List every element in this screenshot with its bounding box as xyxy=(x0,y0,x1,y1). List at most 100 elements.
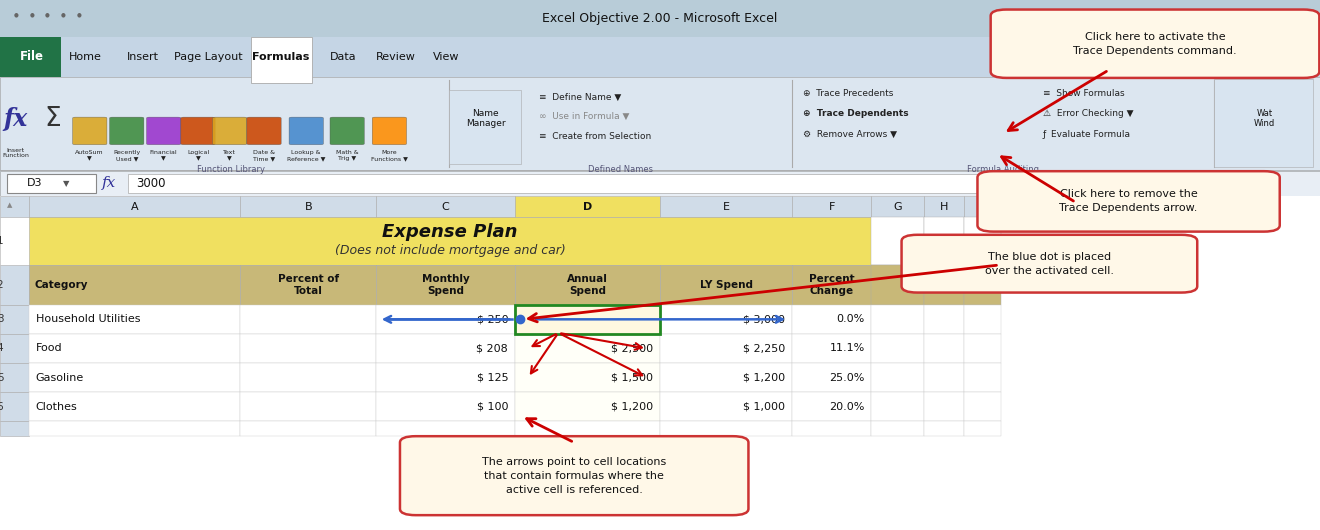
FancyBboxPatch shape xyxy=(515,392,660,421)
FancyBboxPatch shape xyxy=(240,363,376,392)
FancyBboxPatch shape xyxy=(240,421,376,436)
Text: ∞  Use in Formula ▼: ∞ Use in Formula ▼ xyxy=(539,112,628,121)
Text: D: D xyxy=(582,202,593,211)
FancyBboxPatch shape xyxy=(0,0,1320,37)
FancyBboxPatch shape xyxy=(29,392,240,421)
Text: 0.0%: 0.0% xyxy=(837,314,865,324)
FancyBboxPatch shape xyxy=(376,421,515,436)
FancyBboxPatch shape xyxy=(515,305,660,334)
FancyBboxPatch shape xyxy=(0,265,29,305)
FancyBboxPatch shape xyxy=(964,217,1001,265)
Text: ⊕  Trace Dependents: ⊕ Trace Dependents xyxy=(803,110,908,118)
FancyBboxPatch shape xyxy=(1001,196,1320,530)
FancyBboxPatch shape xyxy=(128,174,1184,193)
FancyBboxPatch shape xyxy=(924,421,964,436)
Text: ▼: ▼ xyxy=(63,179,69,188)
FancyBboxPatch shape xyxy=(871,305,924,334)
Text: F: F xyxy=(829,202,834,211)
FancyBboxPatch shape xyxy=(422,37,470,77)
Text: 6: 6 xyxy=(0,402,4,412)
FancyBboxPatch shape xyxy=(400,436,748,515)
Text: More
Functions ▼: More Functions ▼ xyxy=(371,151,408,161)
FancyBboxPatch shape xyxy=(0,392,29,421)
Text: $ 250: $ 250 xyxy=(477,314,508,324)
FancyBboxPatch shape xyxy=(29,363,240,392)
FancyBboxPatch shape xyxy=(515,421,660,436)
FancyBboxPatch shape xyxy=(977,171,1279,232)
FancyBboxPatch shape xyxy=(924,196,964,217)
FancyBboxPatch shape xyxy=(871,196,924,217)
FancyBboxPatch shape xyxy=(0,196,29,217)
FancyBboxPatch shape xyxy=(871,421,924,436)
FancyBboxPatch shape xyxy=(0,363,29,392)
Text: 5: 5 xyxy=(0,373,4,383)
Text: fx: fx xyxy=(103,176,116,190)
FancyBboxPatch shape xyxy=(964,334,1001,363)
FancyBboxPatch shape xyxy=(213,117,247,145)
Text: Name
Manager: Name Manager xyxy=(466,109,506,128)
FancyBboxPatch shape xyxy=(871,265,924,305)
Text: $ 2,250: $ 2,250 xyxy=(743,343,785,354)
FancyBboxPatch shape xyxy=(515,196,660,217)
FancyBboxPatch shape xyxy=(0,305,29,334)
FancyBboxPatch shape xyxy=(924,334,964,363)
FancyBboxPatch shape xyxy=(792,363,871,392)
FancyBboxPatch shape xyxy=(660,305,792,334)
Text: Formulas: Formulas xyxy=(252,52,310,62)
FancyBboxPatch shape xyxy=(376,392,515,421)
FancyBboxPatch shape xyxy=(660,363,792,392)
Text: 3: 3 xyxy=(0,314,4,324)
Text: $ 3,000: $ 3,000 xyxy=(743,314,785,324)
Text: Click here to remove the
Trace Dependents arrow.: Click here to remove the Trace Dependent… xyxy=(1060,189,1197,214)
Text: Insert
Function: Insert Function xyxy=(3,147,29,158)
FancyBboxPatch shape xyxy=(660,265,792,305)
FancyBboxPatch shape xyxy=(0,334,29,363)
Text: Function Library: Function Library xyxy=(197,165,265,174)
Text: 3000: 3000 xyxy=(136,177,165,190)
FancyBboxPatch shape xyxy=(792,421,871,436)
Text: Lookup &
Reference ▼: Lookup & Reference ▼ xyxy=(286,151,326,161)
FancyBboxPatch shape xyxy=(372,117,407,145)
Text: ●: ● xyxy=(77,12,82,17)
FancyBboxPatch shape xyxy=(240,392,376,421)
FancyBboxPatch shape xyxy=(330,117,364,145)
FancyBboxPatch shape xyxy=(174,37,243,77)
FancyBboxPatch shape xyxy=(515,363,660,392)
FancyBboxPatch shape xyxy=(61,37,111,77)
FancyBboxPatch shape xyxy=(964,392,1001,421)
Text: Percent of
Total: Percent of Total xyxy=(277,273,339,296)
FancyBboxPatch shape xyxy=(964,305,1001,334)
Text: Clothes: Clothes xyxy=(36,402,78,412)
FancyBboxPatch shape xyxy=(964,363,1001,392)
Text: ●: ● xyxy=(29,12,34,17)
FancyBboxPatch shape xyxy=(660,196,792,217)
Text: Insert: Insert xyxy=(127,52,158,62)
FancyBboxPatch shape xyxy=(792,196,871,217)
Text: ⚠  Error Checking ▼: ⚠ Error Checking ▼ xyxy=(1043,110,1134,118)
Text: Defined Names: Defined Names xyxy=(587,165,653,174)
FancyBboxPatch shape xyxy=(29,196,240,217)
Text: 2: 2 xyxy=(0,280,4,290)
FancyBboxPatch shape xyxy=(871,334,924,363)
Text: Logical
▼: Logical ▼ xyxy=(187,151,209,161)
FancyBboxPatch shape xyxy=(29,217,871,265)
Text: ●: ● xyxy=(13,12,18,17)
FancyBboxPatch shape xyxy=(0,37,63,77)
Text: Data: Data xyxy=(330,52,356,62)
FancyBboxPatch shape xyxy=(0,421,29,436)
FancyBboxPatch shape xyxy=(289,117,323,145)
Text: $ 100: $ 100 xyxy=(477,402,508,412)
Text: ≡  Create from Selection: ≡ Create from Selection xyxy=(539,132,651,140)
FancyBboxPatch shape xyxy=(449,90,521,164)
FancyBboxPatch shape xyxy=(990,10,1320,78)
FancyBboxPatch shape xyxy=(29,421,240,436)
FancyBboxPatch shape xyxy=(240,305,376,334)
FancyBboxPatch shape xyxy=(181,117,215,145)
Text: AutoSum
▼: AutoSum ▼ xyxy=(75,151,104,161)
Text: File: File xyxy=(20,50,44,64)
Text: ▲: ▲ xyxy=(7,202,12,208)
Text: 11.1%: 11.1% xyxy=(829,343,865,354)
Text: $ 125: $ 125 xyxy=(477,373,508,383)
Text: $ 208: $ 208 xyxy=(477,343,508,354)
FancyBboxPatch shape xyxy=(792,265,871,305)
